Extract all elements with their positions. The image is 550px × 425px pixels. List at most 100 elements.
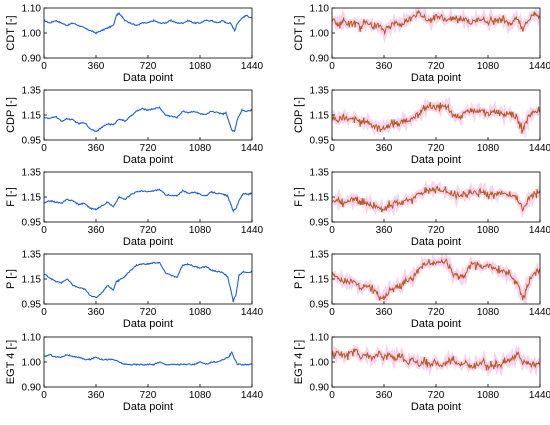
x-tick-label: 0 — [329, 143, 335, 154]
series-line — [44, 188, 252, 214]
series-line — [44, 350, 252, 366]
x-tick-label: 720 — [140, 390, 157, 401]
x-axis-label: Data point — [123, 236, 173, 248]
y-tick-label: 1.35 — [310, 86, 330, 97]
x-tick-label: 720 — [428, 61, 445, 72]
x-tick-label: 360 — [88, 307, 105, 318]
confidence-band — [332, 254, 540, 304]
axes-frame — [43, 253, 253, 305]
chart-panel-left-3: 0 360 720 1080 1440 0.95 1.15 1.35 Data point P [… — [5, 250, 264, 331]
axes-frame — [43, 7, 253, 59]
x-tick-label: 1440 — [529, 307, 550, 318]
y-tick-label: 0.95 — [22, 300, 42, 311]
chart-panel-left-2: 0 360 720 1080 1440 0.95 1.15 1.35 Data point F [… — [5, 168, 264, 249]
y-axis-label: CDP [-] — [293, 97, 305, 133]
y-tick-label: 0.95 — [310, 300, 330, 311]
y-tick-label: 1.10 — [310, 4, 330, 15]
x-tick-label: 720 — [428, 307, 445, 318]
x-tick-label: 720 — [428, 390, 445, 401]
y-tick-label: 1.35 — [310, 250, 330, 261]
chart-panel-right-0: 0 360 720 1080 1440 0.90 1.00 1.10 Data point CDT… — [293, 4, 550, 85]
y-axis-label: EGT 4 [-] — [293, 340, 305, 384]
x-tick-label: 360 — [376, 143, 393, 154]
x-tick-label: 0 — [41, 143, 47, 154]
y-axis-label: CDT [-] — [5, 15, 17, 50]
x-tick-label: 360 — [376, 307, 393, 318]
x-tick-label: 1080 — [189, 143, 212, 154]
y-tick-label: 1.35 — [310, 168, 330, 179]
chart-panel-right-4: 0 360 720 1080 1440 0.90 1.00 1.10 Data point EGT… — [293, 333, 550, 414]
x-tick-label: 720 — [140, 143, 157, 154]
x-tick-label: 1080 — [477, 61, 500, 72]
y-tick-label: 1.35 — [22, 250, 42, 261]
series-line — [332, 257, 540, 301]
y-axis-label: P [-] — [293, 269, 305, 289]
y-tick-label: 1.15 — [310, 193, 330, 204]
x-axis-label: Data point — [411, 401, 461, 413]
series-line — [44, 11, 252, 35]
x-tick-label: 1080 — [189, 390, 212, 401]
y-axis-label: F [-] — [293, 187, 305, 207]
x-tick-label: 720 — [140, 225, 157, 236]
x-tick-label: 1080 — [189, 307, 212, 318]
x-tick-label: 360 — [88, 61, 105, 72]
x-tick-label: 0 — [41, 390, 47, 401]
y-tick-label: 1.00 — [22, 358, 42, 369]
series-line — [332, 348, 540, 371]
x-tick-label: 1080 — [189, 61, 212, 72]
y-tick-label: 1.00 — [310, 358, 330, 369]
x-tick-label: 360 — [88, 143, 105, 154]
series-line — [44, 106, 252, 133]
y-tick-label: 1.35 — [22, 168, 42, 179]
x-tick-label: 720 — [428, 143, 445, 154]
x-tick-label: 0 — [41, 61, 47, 72]
y-tick-label: 1.15 — [310, 111, 330, 122]
x-tick-label: 1440 — [241, 61, 264, 72]
x-tick-label: 360 — [88, 390, 105, 401]
x-tick-label: 1440 — [241, 143, 264, 154]
x-axis-label: Data point — [411, 154, 461, 166]
series-line — [332, 102, 540, 134]
y-axis-label: EGT 4 [-] — [5, 340, 17, 384]
y-tick-label: 0.90 — [310, 383, 330, 394]
x-tick-label: 0 — [329, 225, 335, 236]
y-tick-label: 1.10 — [22, 4, 42, 15]
x-axis-label: Data point — [123, 72, 173, 84]
y-tick-label: 1.15 — [22, 111, 42, 122]
x-tick-label: 1080 — [477, 143, 500, 154]
x-tick-label: 1440 — [529, 61, 550, 72]
y-tick-label: 0.95 — [310, 218, 330, 229]
x-tick-label: 1440 — [241, 390, 264, 401]
y-tick-label: 0.95 — [22, 136, 42, 147]
chart-panel-left-0: 0 360 720 1080 1440 0.90 1.00 1.10 Data point CDT… — [5, 4, 264, 85]
x-tick-label: 360 — [376, 225, 393, 236]
chart-panel-left-4: 0 360 720 1080 1440 0.90 1.00 1.10 Data point EGT… — [5, 333, 264, 414]
chart-panel-right-1: 0 360 720 1080 1440 0.95 1.15 1.35 Data point CDP… — [293, 86, 550, 167]
x-tick-label: 1080 — [477, 307, 500, 318]
x-tick-label: 1440 — [529, 390, 550, 401]
y-tick-label: 0.90 — [22, 54, 42, 65]
series-line — [332, 9, 540, 36]
axes-frame — [43, 336, 253, 388]
y-tick-label: 0.90 — [310, 54, 330, 65]
y-tick-label: 0.90 — [22, 383, 42, 394]
y-axis-label: CDT [-] — [293, 15, 305, 50]
x-tick-label: 360 — [88, 225, 105, 236]
y-tick-label: 1.15 — [22, 193, 42, 204]
x-tick-label: 1080 — [477, 225, 500, 236]
x-tick-label: 720 — [140, 61, 157, 72]
y-tick-label: 1.00 — [310, 29, 330, 40]
x-tick-label: 1080 — [477, 390, 500, 401]
chart-panel-left-1: 0 360 720 1080 1440 0.95 1.15 1.35 Data point CDP… — [5, 86, 264, 167]
x-tick-label: 360 — [376, 61, 393, 72]
x-tick-label: 720 — [428, 225, 445, 236]
x-tick-label: 1440 — [241, 307, 264, 318]
x-tick-label: 0 — [41, 225, 47, 236]
x-tick-label: 0 — [329, 61, 335, 72]
x-axis-label: Data point — [123, 154, 173, 166]
y-axis-label: F [-] — [5, 187, 17, 207]
x-tick-label: 1080 — [189, 225, 212, 236]
y-tick-label: 0.95 — [22, 218, 42, 229]
series-line — [332, 185, 540, 213]
